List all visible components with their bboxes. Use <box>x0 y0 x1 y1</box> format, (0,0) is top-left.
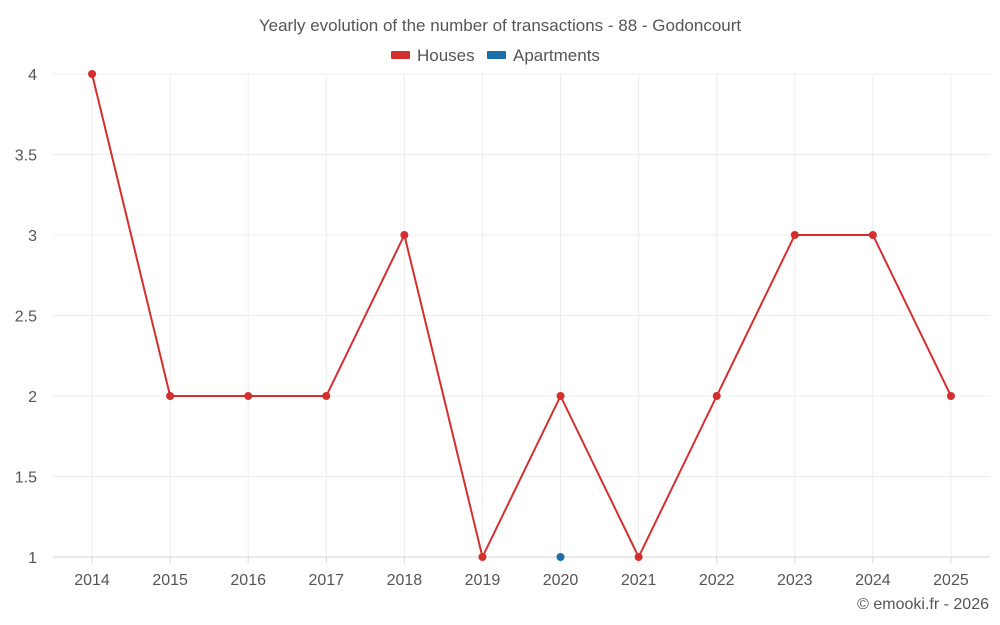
chart-title: Yearly evolution of the number of transa… <box>259 16 742 35</box>
data-point-houses[interactable] <box>478 553 487 561</box>
data-point-houses[interactable] <box>868 231 877 239</box>
legend: Houses Apartments <box>391 46 600 65</box>
y-tick-label: 2 <box>28 389 37 406</box>
grid <box>53 73 990 557</box>
data-point-houses[interactable] <box>244 392 253 400</box>
x-tick-label: 2024 <box>855 572 891 589</box>
legend-item-apartments[interactable]: Apartments <box>487 46 600 65</box>
x-tick-label: 2023 <box>777 572 813 589</box>
x-tick-label: 2021 <box>621 572 657 589</box>
y-tick-label: 1.5 <box>15 470 37 487</box>
series-points <box>88 70 955 561</box>
x-tick-label: 2025 <box>933 572 969 589</box>
data-point-houses[interactable] <box>634 553 643 561</box>
data-point-houses[interactable] <box>790 231 799 239</box>
x-tick-label: 2015 <box>152 572 188 589</box>
data-point-houses[interactable] <box>712 392 721 400</box>
y-tick-label: 4 <box>28 67 37 84</box>
legend-item-houses[interactable]: Houses <box>391 46 475 65</box>
x-tick-label: 2020 <box>543 572 579 589</box>
y-tick-label: 3 <box>28 228 37 245</box>
y-tick-label: 3.5 <box>15 148 37 165</box>
y-tick-label: 2.5 <box>15 309 37 326</box>
data-point-houses[interactable] <box>88 70 97 78</box>
data-point-apartments[interactable] <box>556 553 565 561</box>
data-point-houses[interactable] <box>322 392 331 400</box>
series-lines <box>91 73 952 558</box>
x-tick-label: 2014 <box>74 572 110 589</box>
legend-swatch-apartments <box>487 51 506 59</box>
y-tick-label: 1 <box>28 550 37 567</box>
x-tick-label: 2017 <box>308 572 344 589</box>
x-tick-label: 2018 <box>387 572 423 589</box>
legend-label-apartments: Apartments <box>513 46 600 65</box>
x-tick-label: 2022 <box>699 572 735 589</box>
series-line-houses <box>91 73 952 558</box>
x-tick-label: 2019 <box>465 572 501 589</box>
y-axis: 1 1.5 2 2.5 3 3.5 4 <box>15 67 37 567</box>
legend-label-houses: Houses <box>417 46 475 65</box>
credit-text: © emooki.fr - 2026 <box>857 596 989 613</box>
data-point-houses[interactable] <box>556 392 565 400</box>
x-axis: 2014 2015 2016 2017 2018 2019 2020 2021 2022 2023… <box>53 556 990 589</box>
legend-swatch-houses <box>391 51 410 59</box>
data-point-houses[interactable] <box>400 231 409 239</box>
x-tick-label: 2016 <box>230 572 266 589</box>
data-point-houses[interactable] <box>946 392 955 400</box>
data-point-houses[interactable] <box>166 392 175 400</box>
